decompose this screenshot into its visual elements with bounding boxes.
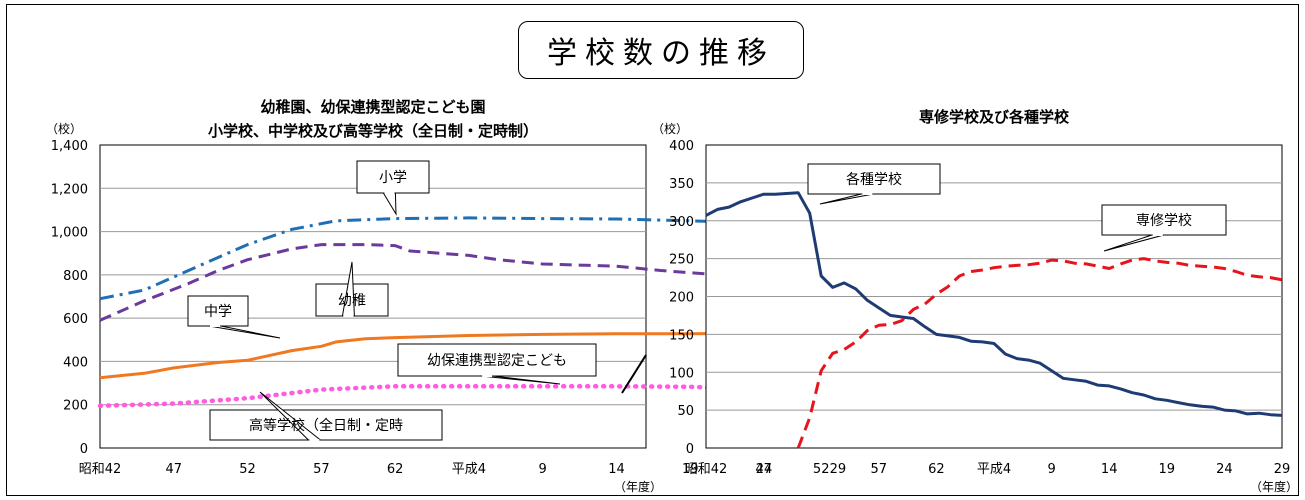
callout-junior-high-label: 中学	[204, 304, 232, 320]
x-tick-label: 平成4	[977, 462, 1011, 477]
y-tick-label: 300	[669, 215, 694, 230]
callout-kakushu-label: 各種学校	[846, 171, 902, 188]
y-tick-label: 350	[669, 177, 694, 192]
callout-kodomoen: 幼保連携型認定こども	[397, 343, 597, 385]
callout-elementary: 小学	[356, 160, 430, 216]
kodomoen-series-segment	[621, 354, 647, 394]
y-unit-label: （校）	[46, 121, 82, 136]
x-tick-label: 19	[682, 462, 699, 477]
y-tick-label: 1,000	[51, 226, 88, 241]
x-tick-label: 24	[1216, 462, 1233, 477]
callout-elementary-box	[356, 160, 430, 194]
y-tick-label: 50	[677, 404, 694, 419]
y-tick-label: 400	[669, 139, 694, 154]
callout-senshu-box	[1101, 204, 1227, 236]
x-tick-label: 昭和42	[685, 462, 728, 477]
y-tick-label: 1,200	[51, 182, 88, 197]
y-tick-label: 400	[63, 355, 88, 370]
main-title: 学校数の推移	[518, 21, 804, 79]
y-tick-label: 100	[669, 366, 694, 381]
callout-senshu-label: 専修学校	[1136, 212, 1192, 229]
y-tick-label: 600	[63, 312, 88, 327]
x-tick-label: 29	[830, 462, 847, 477]
callout-senshu: 専修学校	[1101, 204, 1227, 252]
x-tick-label: 平成4	[452, 462, 486, 477]
callout-high-school-box	[209, 409, 443, 441]
chart-title-line: 小学校、中学校及び高等学校（全日制・定時制）	[208, 122, 538, 140]
y-tick-label: 0	[686, 442, 694, 457]
y-tick-label: 250	[669, 253, 694, 268]
x-tick-label: 19	[1159, 462, 1176, 477]
chart-title: 専修学校及び各種学校	[919, 108, 1070, 126]
callout-junior-high: 中学	[187, 295, 281, 339]
callout-kodomoen-box	[397, 343, 597, 377]
callout-kakushu: 各種学校	[807, 163, 941, 205]
x-tick-label: 62	[928, 462, 945, 477]
x-tick-label: 52	[239, 462, 256, 477]
x-unit-label: （年度）	[1250, 479, 1298, 494]
series-line-1	[705, 191, 1283, 417]
callout-kodomoen-label: 幼保連携型認定こども	[427, 353, 567, 369]
chart-2	[705, 144, 1283, 449]
y-tick-label: 1,400	[51, 139, 88, 154]
x-tick-label: 29	[1274, 462, 1291, 477]
x-tick-label: 14	[608, 462, 625, 477]
y-tick-label: 150	[669, 328, 694, 343]
x-tick-label: 47	[755, 462, 772, 477]
callout-kindergarten: 幼稚	[315, 261, 389, 317]
y-tick-label: 200	[63, 399, 88, 414]
x-tick-label: 9	[539, 462, 547, 477]
x-tick-label: 47	[166, 462, 183, 477]
x-unit-label: （年度）	[614, 479, 662, 494]
callout-kakushu-box	[807, 163, 941, 195]
x-tick-label: 9	[1047, 462, 1055, 477]
y-unit-label: （校）	[652, 121, 688, 136]
callout-high-school-label: 高等学校（全日制・定時	[249, 417, 403, 434]
callout-elementary-label: 小学	[379, 170, 407, 186]
chart-title-line: 幼稚園、幼保連携型認定こども園	[260, 98, 485, 116]
x-tick-label: 62	[387, 462, 404, 477]
x-tick-label: 24	[756, 462, 773, 477]
callout-kindergarten-label: 幼稚	[338, 293, 366, 309]
x-tick-label: 57	[313, 462, 330, 477]
y-tick-label: 0	[80, 442, 88, 457]
callout-high-school: 高等学校（全日制・定時	[209, 391, 443, 441]
series-line-2	[796, 257, 1283, 449]
x-tick-label: 52	[813, 462, 830, 477]
y-tick-label: 800	[63, 269, 88, 284]
x-tick-label: 57	[871, 462, 888, 477]
y-tick-label: 200	[669, 291, 694, 306]
figure-frame	[6, 4, 1299, 496]
x-tick-label: 14	[1101, 462, 1118, 477]
x-tick-label: 昭和42	[79, 462, 122, 477]
